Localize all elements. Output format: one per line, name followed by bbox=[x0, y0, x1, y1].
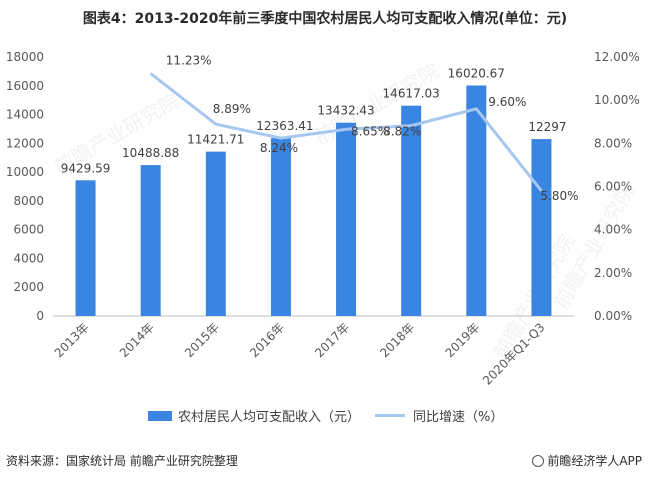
bar bbox=[270, 138, 291, 316]
legend-label-income: 农村居民人均可支配收入（元） bbox=[178, 410, 361, 425]
bar-value-label: 14617.03 bbox=[383, 87, 440, 101]
y-left-tick-label: 6000 bbox=[13, 223, 44, 237]
line-series bbox=[149, 72, 543, 192]
legend-line-swatch bbox=[375, 414, 405, 417]
growth-value-label: 8.82% bbox=[383, 125, 421, 139]
brand-name: 前瞻经济学人APP bbox=[547, 454, 642, 468]
bar-value-label: 12363.41 bbox=[256, 119, 313, 133]
y-right-tick-label: 8.00% bbox=[594, 136, 632, 150]
bar-value-label: 12297 bbox=[528, 120, 566, 134]
growth-value-label: 9.60% bbox=[488, 95, 526, 109]
x-tick-label: 2013年 bbox=[52, 320, 92, 360]
growth-value-label: 8.65% bbox=[351, 124, 389, 138]
y-right-tick-label: 12.00% bbox=[594, 50, 640, 64]
bar bbox=[466, 85, 487, 316]
x-tick-label: 2019年 bbox=[442, 320, 482, 360]
y-left-tick-label: 10000 bbox=[6, 165, 44, 179]
growth-rate-line bbox=[149, 72, 543, 192]
bar bbox=[336, 122, 357, 316]
y-left-tick-label: 0 bbox=[36, 309, 44, 323]
growth-value-label: 8.89% bbox=[213, 102, 251, 116]
x-tick-label: 2017年 bbox=[312, 320, 352, 360]
legend-bar-swatch bbox=[148, 410, 172, 421]
brand-logo-icon bbox=[532, 455, 545, 467]
y-left-tick-label: 16000 bbox=[6, 79, 44, 93]
y-right-tick-label: 4.00% bbox=[594, 223, 632, 237]
growth-value-label: 11.23% bbox=[166, 54, 212, 68]
y-right-tick-label: 6.00% bbox=[594, 180, 632, 194]
legend: 农村居民人均可支配收入（元） 同比增速（%） bbox=[0, 406, 650, 426]
x-tick-label: 2014年 bbox=[117, 320, 157, 360]
bar bbox=[140, 165, 161, 316]
y-left-tick-label: 2000 bbox=[13, 280, 44, 294]
bar-value-label: 11421.71 bbox=[187, 133, 244, 147]
brand-credit: 前瞻经济学人APP bbox=[532, 452, 642, 469]
data-labels: 9429.59 10488.88 11421.71 12363.41 13432.43 1… bbox=[61, 54, 579, 203]
bar bbox=[75, 180, 96, 316]
x-tick-label: 2018年 bbox=[377, 320, 417, 360]
chart-title: 图表4：2013-2020年前三季度中国农村居民人均可支配收入情况(单位：元) bbox=[82, 11, 568, 27]
legend-item-growth: 同比增速（%） bbox=[375, 406, 503, 425]
y-right-tick-label: 2.00% bbox=[594, 266, 632, 280]
y-left-tick-label: 14000 bbox=[6, 108, 44, 122]
y-left-tick-label: 12000 bbox=[6, 136, 44, 150]
growth-value-label: 5.80% bbox=[540, 189, 578, 203]
y-right-tick-label: 10.00% bbox=[594, 93, 640, 107]
bar-value-label: 9429.59 bbox=[61, 161, 111, 175]
growth-value-label: 8.24% bbox=[260, 141, 298, 155]
x-tick-label: 2016年 bbox=[247, 320, 287, 360]
legend-label-growth: 同比增速（%） bbox=[413, 410, 504, 425]
y-left-tick-label: 18000 bbox=[6, 50, 44, 64]
source-note: 资料来源：国家统计局 前瞻产业研究院整理 bbox=[6, 454, 238, 468]
legend-item-income: 农村居民人均可支配收入（元） bbox=[148, 406, 360, 425]
y-left-tick-label: 4000 bbox=[13, 251, 44, 265]
bar-value-label: 16020.67 bbox=[448, 66, 505, 80]
bar-value-label: 10488.88 bbox=[122, 146, 179, 160]
x-tick-label: 2015年 bbox=[182, 320, 222, 360]
bar-value-label: 13432.43 bbox=[317, 104, 374, 118]
y-right-tick-label: 0.00% bbox=[594, 309, 632, 323]
bar bbox=[205, 151, 226, 316]
y-left-tick-label: 8000 bbox=[13, 194, 44, 208]
bar bbox=[531, 139, 552, 316]
bar bbox=[401, 105, 422, 316]
